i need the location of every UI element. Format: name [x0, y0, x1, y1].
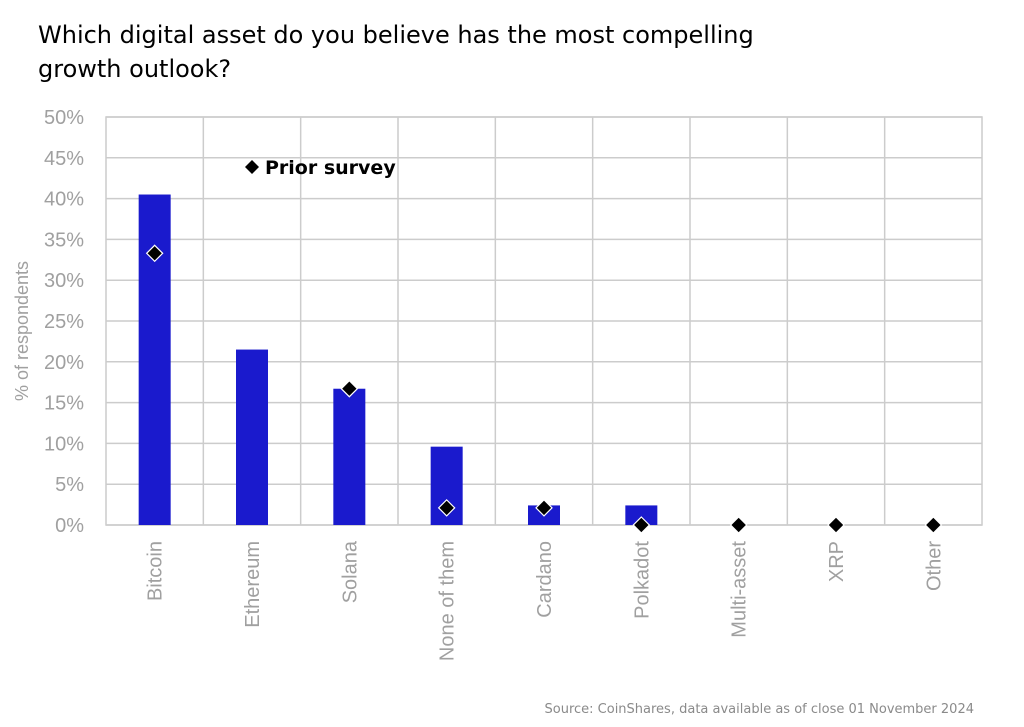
y-tick-label: 30% — [44, 270, 84, 292]
prior-survey-marker — [729, 516, 748, 534]
y-tick-label: 25% — [44, 311, 84, 333]
y-tick-label: 45% — [44, 148, 84, 170]
y-tick-label: 20% — [44, 352, 84, 374]
y-axis-title: % of respondents — [12, 261, 32, 401]
y-tick-label: 40% — [44, 189, 84, 211]
prior-survey-marker — [632, 516, 651, 534]
legend-marker-prior-survey — [245, 160, 259, 174]
x-tick-label: Multi-asset — [729, 541, 751, 638]
y-tick-label: 15% — [44, 393, 84, 415]
bar-solana — [333, 388, 366, 525]
y-tick-label: 35% — [44, 229, 84, 251]
prior-survey-marker — [924, 516, 943, 534]
prior-survey-marker — [145, 244, 164, 263]
prior-survey-marker — [437, 499, 456, 517]
chart-title: Which digital asset do you believe has t… — [38, 18, 798, 86]
y-tick-label: 5% — [55, 474, 84, 496]
prior-survey-marker — [340, 379, 359, 398]
x-tick-label: XRP — [826, 541, 848, 582]
prior-survey-marker — [535, 499, 553, 517]
x-tick-label: None of them — [437, 541, 459, 661]
chart-title-line-1: Which digital asset do you believe has t… — [38, 21, 754, 49]
y-tick-label: 0% — [55, 515, 84, 537]
bar-ethereum — [236, 349, 268, 525]
prior-survey-marker — [827, 516, 845, 534]
x-tick-label: Cardano — [534, 541, 556, 618]
x-tick-label: Solana — [339, 540, 361, 603]
y-tick-label: 50% — [44, 107, 84, 129]
x-tick-label: Other — [923, 541, 945, 591]
chart-title-line-2: growth outlook? — [38, 55, 232, 83]
x-tick-label: Ethereum — [242, 541, 264, 628]
source-note: Source: CoinShares, data available as of… — [544, 702, 975, 717]
x-tick-label: Bitcoin — [145, 541, 167, 601]
bar-bitcoin — [138, 194, 171, 525]
legend-label-prior-survey: Prior survey — [265, 157, 396, 179]
bar-polkadot — [625, 505, 658, 525]
x-tick-label: Polkadot — [631, 541, 653, 619]
y-tick-label: 10% — [44, 433, 84, 455]
